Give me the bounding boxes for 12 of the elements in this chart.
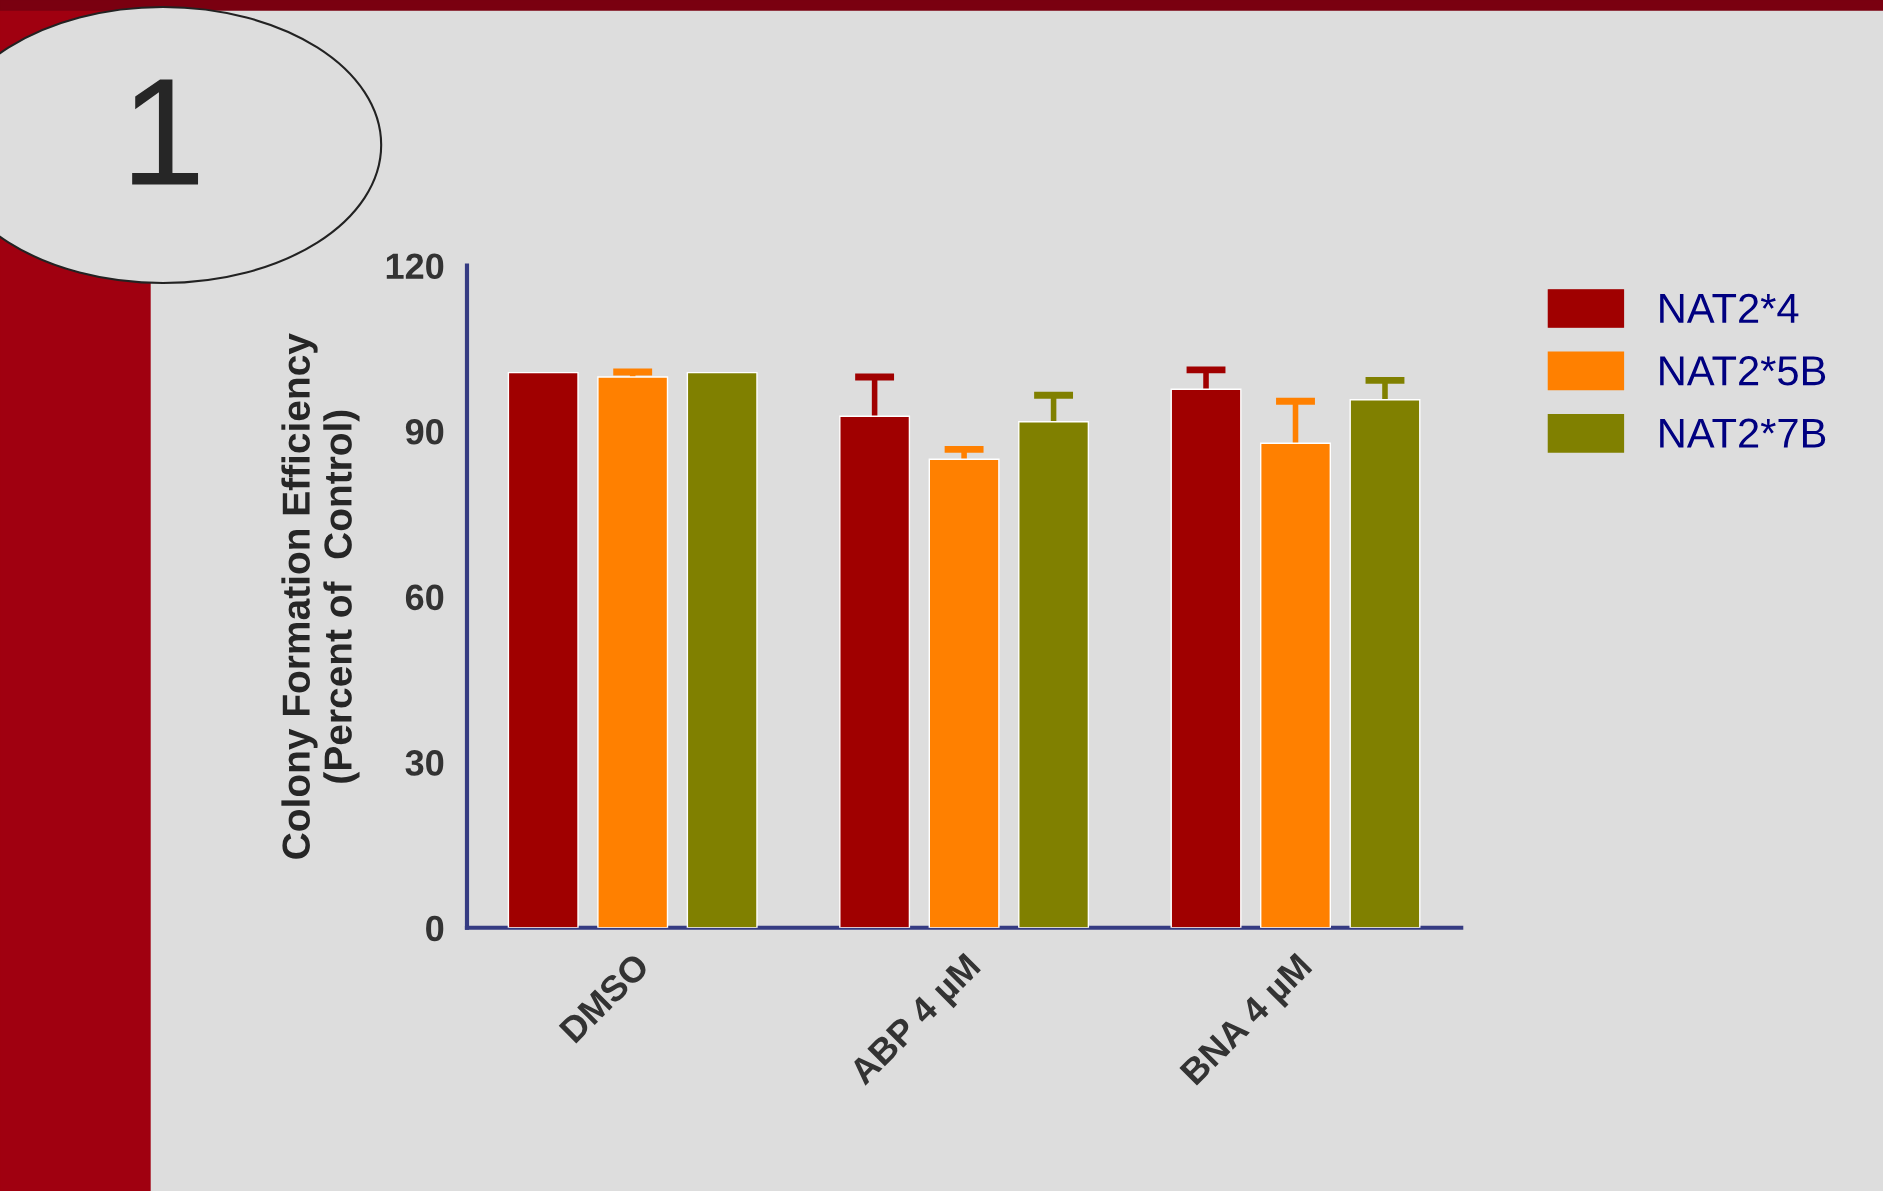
text: 1 — [132, 79, 199, 185]
y-axis-title: Colony Formation Efficiency (Percent of Control) — [281, 333, 360, 859]
bar — [507, 371, 579, 928]
y-tick-label: 120 — [386, 253, 444, 280]
y-tick-label: 0 — [426, 915, 444, 942]
y-tick-label: 90 — [405, 419, 444, 445]
legend-label: NAT2*4 — [1660, 293, 1799, 323]
y-tick-label: 30 — [405, 750, 444, 776]
bar — [686, 371, 758, 928]
legend-label: NAT2*5B — [1660, 356, 1826, 386]
legend-label: NAT2*7B — [1660, 418, 1826, 448]
y-tick-label: 60 — [405, 584, 444, 611]
